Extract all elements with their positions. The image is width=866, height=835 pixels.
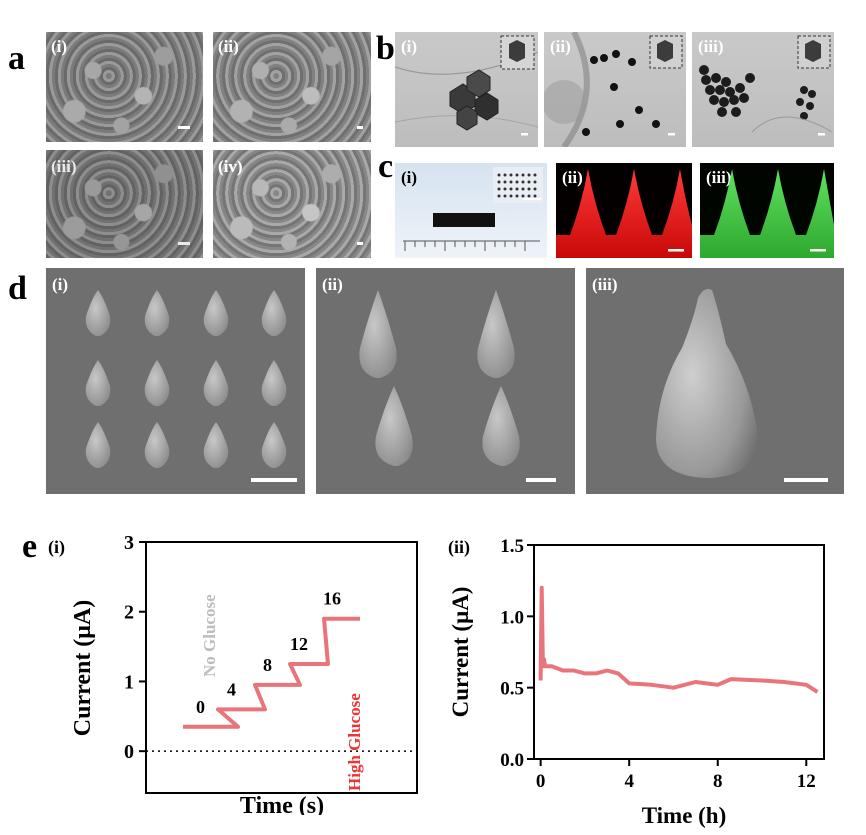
sem-image-a-iv: (iv) bbox=[213, 150, 371, 258]
annotation-no-glucose: No Glucose bbox=[200, 594, 219, 677]
green-microneedles bbox=[700, 169, 834, 258]
y-tick-label: 1 bbox=[124, 671, 134, 693]
sub-label: (ii) bbox=[562, 168, 583, 187]
panel-letter-e: e bbox=[22, 528, 38, 565]
scale-bar bbox=[357, 126, 363, 129]
current-trace bbox=[183, 616, 360, 729]
tem-particles bbox=[395, 35, 538, 136]
sem-single-microneedle-d-iii: (iii) bbox=[586, 268, 844, 494]
tem-particles bbox=[699, 35, 833, 136]
y-tick-label: 2 bbox=[124, 602, 134, 624]
step-label: 4 bbox=[227, 679, 236, 699]
tem-particles bbox=[544, 32, 683, 147]
sem-image-a-ii: (ii) bbox=[213, 32, 371, 142]
sub-label: (iii) bbox=[706, 168, 732, 187]
step-label: 0 bbox=[196, 697, 205, 717]
sem-microneedle-array-d-i: (i) bbox=[46, 268, 305, 494]
y-axis-label: Current (μA) bbox=[448, 587, 473, 718]
panel-letter-a: a bbox=[8, 40, 25, 77]
sub-label: (ii) bbox=[550, 37, 571, 56]
step-label: 8 bbox=[263, 655, 272, 675]
sub-label: (ii) bbox=[218, 37, 239, 56]
y-tick-label: 0.5 bbox=[500, 679, 524, 700]
x-axis-label: Time (s) bbox=[240, 793, 324, 815]
tem-image-b-i: (i) bbox=[395, 32, 538, 147]
fluorescence-red-c-ii: (ii) bbox=[556, 163, 692, 258]
annotation-high-glucose: High Glucose bbox=[345, 693, 364, 791]
tem-image-b-iii: (iii) bbox=[692, 32, 834, 147]
microneedle-grid bbox=[85, 290, 297, 482]
x-tick-label: 8 bbox=[713, 771, 723, 792]
single-needle bbox=[656, 289, 828, 482]
sub-label: (iii) bbox=[698, 37, 724, 56]
step-label: 12 bbox=[290, 634, 308, 654]
x-tick-label: 12 bbox=[797, 771, 816, 792]
y-axis-label: Current (μA) bbox=[70, 600, 96, 736]
scale-bar bbox=[357, 242, 363, 245]
sub-label: (iii) bbox=[592, 275, 618, 294]
tem-image-b-ii: (ii) bbox=[544, 32, 686, 147]
sem-microneedle-array-d-ii: (ii) bbox=[316, 268, 575, 494]
x-tick-label: 4 bbox=[624, 771, 634, 792]
fluorescence-green-c-iii: (iii) bbox=[700, 163, 834, 258]
sub-label: (iv) bbox=[218, 157, 243, 176]
y-tick-label: 0 bbox=[124, 741, 134, 763]
x-axis-label: Time (h) bbox=[642, 803, 727, 828]
sem-image-a-i: (i) bbox=[46, 32, 203, 142]
scale-bar bbox=[178, 126, 190, 129]
red-microneedles bbox=[556, 169, 692, 258]
panel-letter-d: d bbox=[8, 270, 27, 307]
sub-label: (iii) bbox=[51, 157, 77, 176]
sub-label-e-i: (i) bbox=[48, 537, 65, 557]
y-tick-label: 1.0 bbox=[500, 607, 524, 628]
plot-frame bbox=[145, 541, 418, 794]
photo-c-i: (i) bbox=[395, 163, 547, 258]
x-tick-label: 0 bbox=[536, 771, 546, 792]
step-label: 16 bbox=[323, 589, 341, 609]
patch-photo bbox=[403, 167, 543, 251]
sub-label: (i) bbox=[401, 37, 418, 56]
sub-label: (ii) bbox=[322, 275, 343, 294]
sub-label: (i) bbox=[401, 168, 418, 187]
panel-letter-b: b bbox=[376, 30, 395, 67]
sem-image-a-iii: (iii) bbox=[46, 150, 203, 258]
sub-label: (i) bbox=[52, 275, 69, 294]
current-trace bbox=[538, 585, 819, 694]
scale-bar bbox=[178, 242, 190, 245]
y-tick-label: 1.5 bbox=[500, 536, 524, 557]
plot-frame bbox=[533, 544, 825, 760]
y-tick-label: 3 bbox=[124, 535, 134, 554]
sub-label-e-ii: (ii) bbox=[448, 537, 470, 557]
chart-e-ii: 0.0 0.5 1.0 1.5 0 4 8 12 Current (μA) Time (h) bbox=[448, 536, 825, 828]
microneedle-grid bbox=[359, 290, 556, 482]
sub-label: (i) bbox=[51, 37, 68, 56]
panel-letter-c: c bbox=[378, 148, 394, 185]
y-tick-label: 0.0 bbox=[500, 750, 524, 771]
